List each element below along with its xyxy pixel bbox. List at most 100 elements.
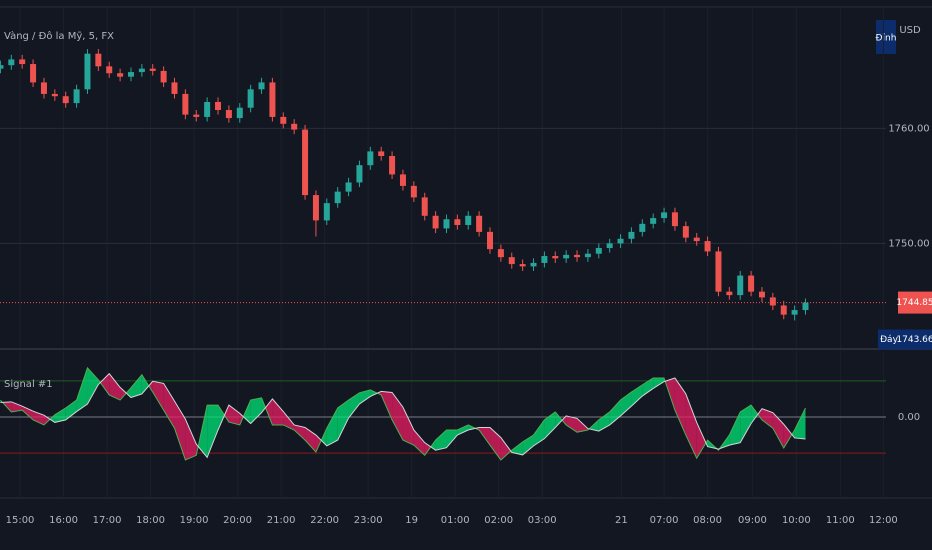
candle-body — [8, 59, 15, 66]
candle-body — [563, 254, 570, 259]
x-tick-label: 23:00 — [354, 515, 383, 526]
fill-area — [265, 398, 273, 425]
candle-body — [628, 231, 635, 239]
candle-body — [225, 110, 232, 119]
fill-area — [533, 419, 545, 446]
candle-body — [584, 253, 591, 258]
candle-body — [802, 302, 809, 311]
x-tick-label: 16:00 — [49, 515, 78, 526]
candle-body — [639, 223, 646, 232]
candle-body — [312, 195, 319, 221]
candle-body — [160, 70, 167, 83]
candle-body — [552, 256, 559, 259]
candle-body — [378, 151, 385, 157]
x-tick-label: 21 — [615, 515, 628, 526]
x-tick-label: 09:00 — [738, 515, 767, 526]
candle-body — [650, 218, 657, 224]
fill-area — [674, 378, 686, 436]
candle-body — [617, 238, 624, 244]
fill-area — [653, 378, 665, 389]
x-tick-label: 02:00 — [484, 515, 513, 526]
fill-area — [794, 407, 806, 440]
candle-body — [780, 305, 787, 315]
fill-area — [283, 411, 295, 430]
fill-area — [522, 435, 534, 455]
candle-body — [280, 116, 287, 124]
candle-body — [367, 151, 374, 166]
candle-body — [51, 93, 58, 97]
candle-body — [95, 53, 102, 67]
x-tick-label: 11:00 — [826, 515, 855, 526]
candle-body — [204, 101, 211, 117]
fill-area — [218, 405, 225, 430]
fill-area — [141, 374, 149, 394]
fill-area — [326, 407, 338, 446]
candle-body — [19, 59, 26, 65]
candle-body — [595, 247, 602, 254]
y-tick-label: 0.00 — [898, 412, 920, 423]
y-tick-label: 1760.00 — [888, 123, 929, 134]
x-tick-label: 21:00 — [267, 515, 296, 526]
candle-body — [40, 82, 47, 94]
fill-area — [402, 407, 414, 446]
fill-area — [198, 405, 208, 458]
candle-body — [454, 219, 461, 225]
fill-area — [109, 373, 121, 401]
candle-body — [486, 231, 493, 250]
fill-area — [294, 424, 306, 441]
x-tick-label: 01:00 — [441, 515, 470, 526]
fill-area — [337, 400, 349, 441]
candle-body — [171, 82, 178, 94]
fill-area — [185, 419, 197, 460]
candle-body — [726, 291, 733, 296]
candle-body — [30, 64, 37, 83]
fill-area — [100, 373, 110, 395]
fill-area — [224, 405, 229, 423]
fill-area — [370, 389, 378, 397]
candle-body — [476, 215, 483, 232]
candle-body — [0, 65, 4, 69]
low-marker: Đáy — [880, 335, 898, 345]
fill-area — [696, 422, 706, 459]
oscillator-line — [0, 372, 806, 459]
candle-body — [432, 215, 439, 229]
fill-area — [783, 424, 792, 449]
fill-area — [207, 405, 219, 458]
fill-area — [120, 387, 127, 401]
candle-body — [215, 101, 222, 111]
fill-area — [163, 383, 175, 429]
fill-area — [446, 430, 458, 448]
x-tick-label: 12:00 — [869, 515, 898, 526]
candle-body — [258, 82, 265, 90]
fill-area — [228, 405, 240, 425]
fill-area — [65, 400, 77, 420]
fill-area — [457, 424, 469, 436]
x-tick-label: 03:00 — [528, 515, 557, 526]
fill-area — [174, 401, 186, 460]
fill-area — [740, 405, 752, 443]
x-tick-label: 17:00 — [93, 515, 122, 526]
fill-area — [761, 408, 773, 429]
fill-area — [562, 415, 567, 425]
x-tick-label: 07:00 — [650, 515, 679, 526]
x-tick-label: 18:00 — [136, 515, 165, 526]
fill-area — [54, 407, 66, 423]
last-price-label: 1744.85 — [896, 298, 932, 308]
oscillator-line — [0, 366, 806, 461]
fill-area — [642, 378, 654, 397]
fill-area — [435, 430, 447, 451]
candle-body — [302, 129, 309, 196]
x-tick-label: 15:00 — [6, 515, 35, 526]
high-marker: Đỉnh — [876, 33, 897, 44]
candle-body — [138, 68, 145, 73]
candle-body — [682, 226, 689, 238]
fill-area — [751, 405, 758, 424]
last-price-box — [898, 291, 932, 314]
candle-body — [106, 66, 113, 74]
candle-body — [421, 197, 428, 216]
candle-body — [671, 212, 678, 227]
fill-area — [359, 389, 371, 404]
